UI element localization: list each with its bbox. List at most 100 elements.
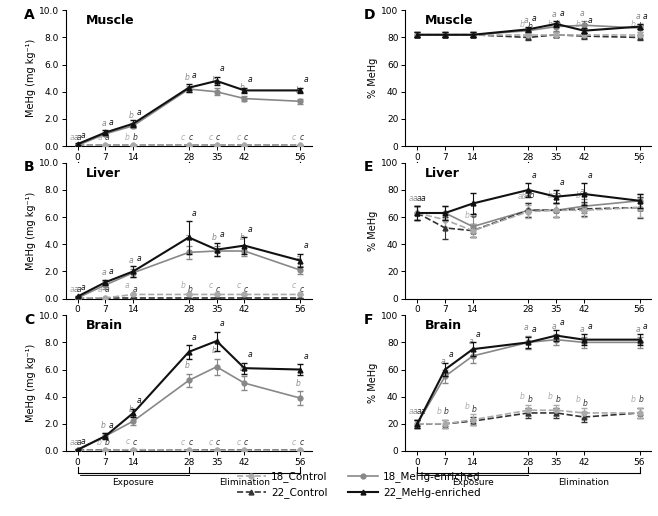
Text: a: a — [420, 194, 425, 203]
Text: b: b — [547, 191, 553, 200]
Text: b: b — [555, 20, 560, 29]
Text: c: c — [125, 437, 130, 446]
Text: b: b — [472, 212, 477, 220]
Text: b: b — [583, 190, 588, 199]
Text: a: a — [97, 285, 102, 294]
Text: D: D — [363, 8, 375, 22]
Text: b: b — [97, 438, 102, 447]
Y-axis label: MeHg (mg kg⁻¹): MeHg (mg kg⁻¹) — [26, 344, 36, 422]
Text: b: b — [132, 133, 138, 142]
Text: c: c — [292, 133, 296, 142]
Legend: 18_Control, 22_Control, 18_MeHg-enriched, 22_MeHg-enriched: 18_Control, 22_Control, 18_MeHg-enriched… — [232, 467, 485, 503]
Text: b: b — [631, 20, 636, 29]
Text: a: a — [524, 323, 529, 332]
Text: a: a — [136, 396, 141, 406]
Text: a: a — [74, 285, 78, 294]
Text: b: b — [465, 402, 469, 411]
Text: c: c — [209, 438, 213, 447]
Text: c: c — [209, 133, 213, 142]
Text: b: b — [295, 86, 301, 95]
Text: a: a — [413, 194, 418, 203]
Text: a: a — [77, 438, 82, 447]
Text: b: b — [528, 22, 532, 31]
Text: a: a — [105, 285, 109, 294]
Text: c: c — [292, 438, 296, 447]
Text: a: a — [559, 9, 564, 18]
Text: b: b — [105, 438, 109, 447]
Text: a: a — [192, 209, 197, 218]
Text: Elimination: Elimination — [219, 173, 270, 182]
Text: c: c — [216, 133, 220, 142]
Text: c: c — [244, 133, 248, 142]
Text: c: c — [181, 133, 185, 142]
Text: a: a — [77, 133, 82, 142]
Text: Exposure: Exposure — [452, 478, 494, 487]
Text: Exposure: Exposure — [452, 173, 494, 182]
Text: Liver: Liver — [425, 167, 460, 180]
Text: a: a — [580, 325, 584, 333]
Text: a: a — [70, 285, 74, 294]
Text: Muscle: Muscle — [425, 14, 474, 27]
Text: b: b — [465, 212, 469, 220]
Text: c: c — [216, 285, 220, 294]
Text: c: c — [299, 285, 303, 294]
Text: b: b — [583, 21, 588, 30]
Text: a: a — [552, 191, 557, 200]
Y-axis label: % MeHg: % MeHg — [368, 363, 378, 403]
Text: b: b — [188, 285, 193, 294]
Text: c: c — [244, 285, 248, 294]
Text: a: a — [81, 283, 86, 293]
Text: b: b — [576, 395, 580, 404]
Text: c: c — [292, 281, 296, 291]
Text: a: a — [441, 357, 445, 366]
Text: c: c — [236, 438, 241, 447]
Text: a: a — [524, 15, 529, 25]
Text: b: b — [184, 73, 190, 82]
Text: a: a — [552, 322, 557, 331]
Text: a: a — [295, 253, 300, 263]
Text: a: a — [97, 133, 102, 142]
Text: F: F — [363, 313, 373, 327]
Text: a: a — [635, 11, 640, 21]
Text: b: b — [101, 421, 106, 430]
Text: b: b — [520, 20, 525, 29]
Text: b: b — [125, 133, 130, 142]
Text: b: b — [129, 110, 134, 120]
Text: b: b — [212, 233, 217, 242]
Text: a: a — [635, 325, 640, 333]
Text: b: b — [547, 20, 553, 29]
Text: b: b — [555, 395, 560, 404]
Text: a: a — [184, 233, 189, 242]
Text: b: b — [437, 407, 442, 416]
Text: a: a — [132, 285, 137, 294]
Text: c: c — [299, 438, 303, 447]
Text: C: C — [24, 313, 34, 327]
Y-axis label: MeHg (mg kg⁻¹): MeHg (mg kg⁻¹) — [26, 191, 36, 270]
Text: a: a — [77, 285, 82, 294]
Text: Exposure: Exposure — [113, 326, 154, 335]
Text: a: a — [532, 171, 536, 180]
Text: a: a — [220, 231, 224, 239]
Text: a: a — [125, 281, 130, 291]
Text: a: a — [192, 333, 197, 342]
Text: b: b — [547, 393, 553, 401]
Text: a: a — [109, 421, 113, 430]
Text: a: a — [81, 437, 86, 446]
Text: A: A — [24, 8, 35, 22]
Text: a: a — [109, 267, 113, 276]
Text: a: a — [643, 11, 647, 21]
Text: a: a — [417, 407, 421, 416]
Text: a: a — [70, 438, 74, 447]
Text: b: b — [528, 395, 532, 404]
Text: a: a — [552, 10, 557, 19]
Text: a: a — [468, 337, 473, 346]
Text: a: a — [524, 191, 529, 200]
Text: E: E — [363, 160, 373, 174]
Text: c: c — [188, 438, 193, 447]
Text: Exposure: Exposure — [113, 478, 154, 487]
Text: b: b — [129, 405, 134, 414]
Text: a: a — [587, 171, 592, 180]
Text: b: b — [631, 395, 636, 404]
Text: c: c — [299, 133, 303, 142]
Text: a: a — [220, 319, 224, 328]
